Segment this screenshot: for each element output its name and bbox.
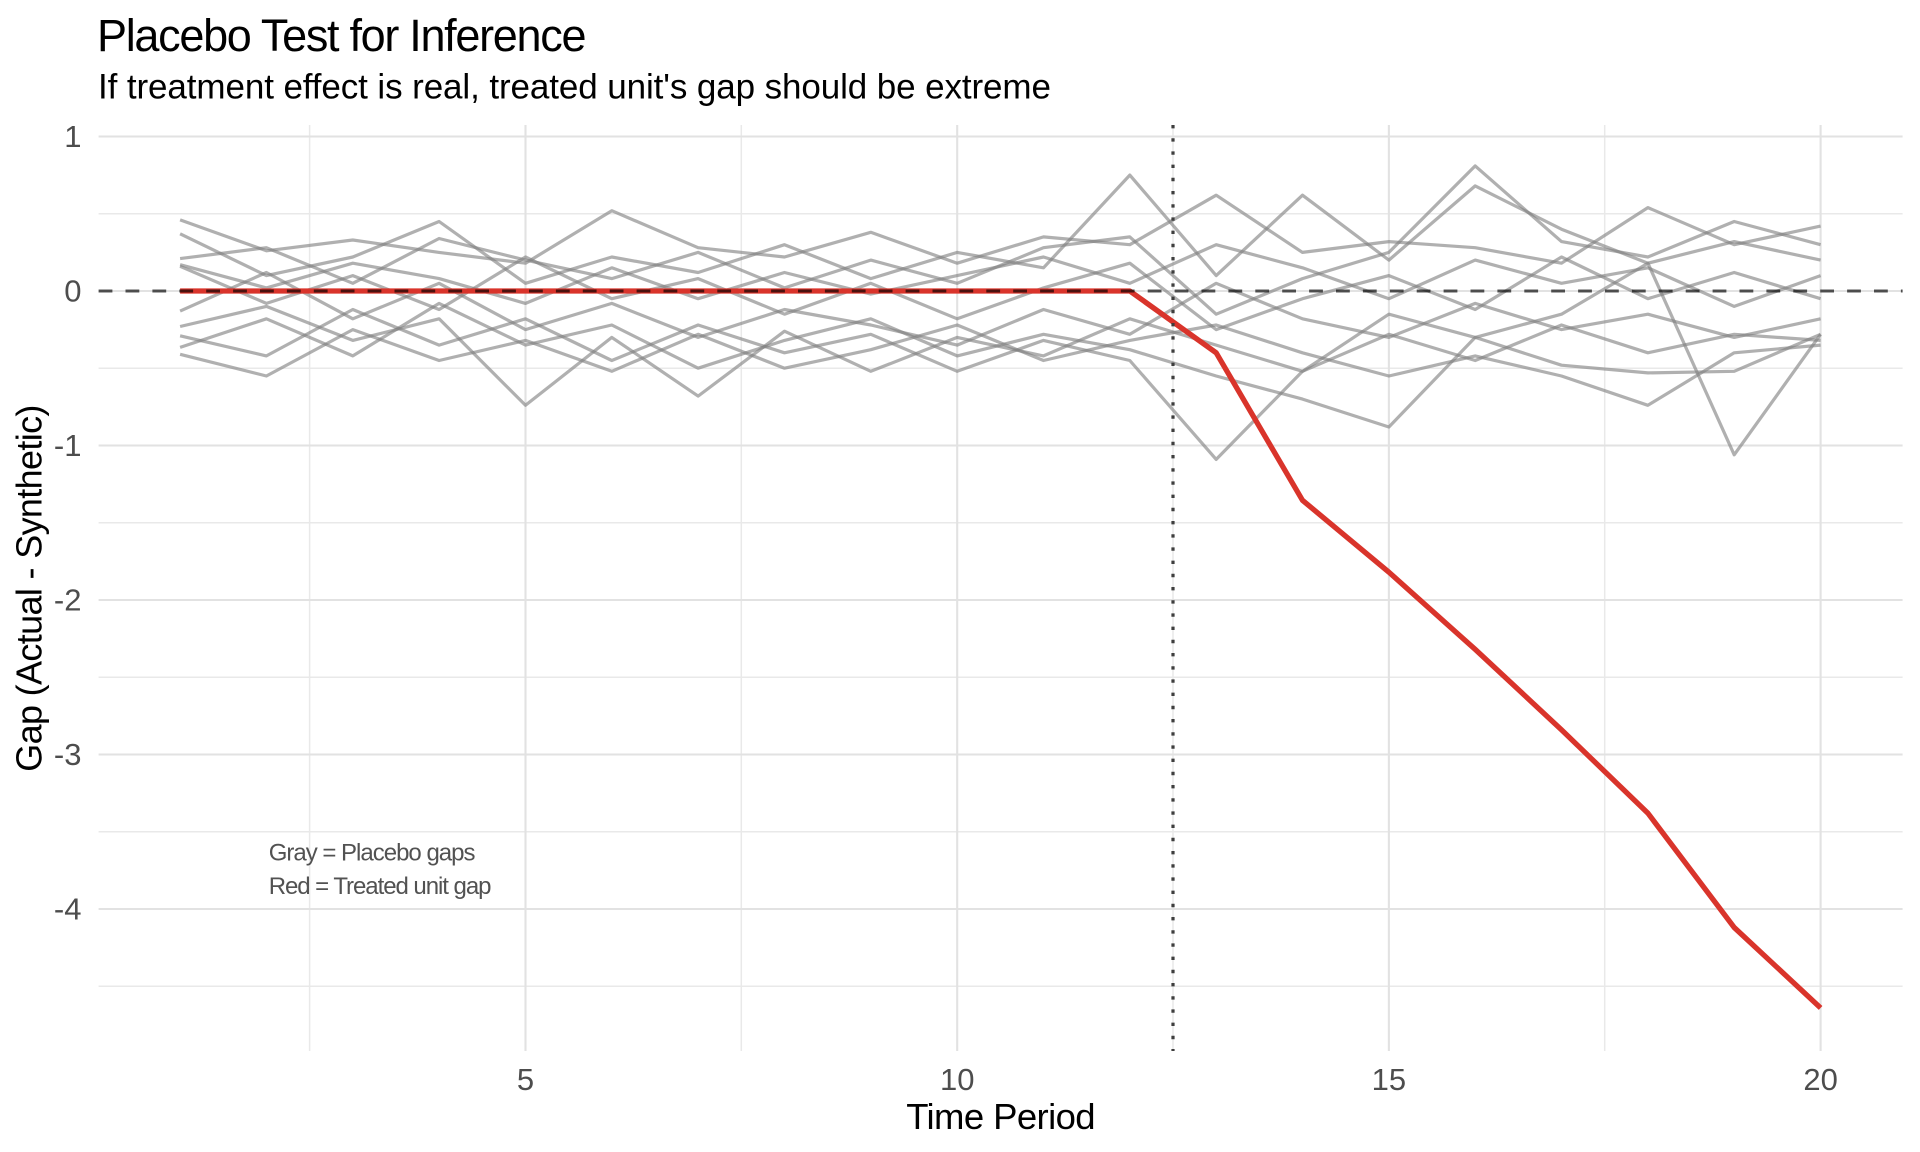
svg-text:-4: -4 <box>54 892 82 927</box>
svg-text:-2: -2 <box>54 583 82 618</box>
svg-text:If treatment effect is real, t: If treatment effect is real, treated uni… <box>98 68 1051 107</box>
svg-text:-3: -3 <box>54 737 82 772</box>
svg-text:5: 5 <box>517 1062 534 1097</box>
svg-text:-1: -1 <box>54 428 82 463</box>
svg-text:10: 10 <box>940 1062 974 1097</box>
svg-text:Time Period: Time Period <box>906 1096 1095 1137</box>
svg-text:0: 0 <box>64 274 81 309</box>
svg-text:1: 1 <box>64 119 81 154</box>
svg-text:Placebo Test for Inference: Placebo Test for Inference <box>97 10 585 61</box>
svg-text:Red = Treated unit gap: Red = Treated unit gap <box>269 873 491 900</box>
svg-text:15: 15 <box>1372 1062 1406 1097</box>
svg-text:Gap (Actual - Synthetic): Gap (Actual - Synthetic) <box>9 405 50 772</box>
svg-text:Gray = Placebo gaps: Gray = Placebo gaps <box>269 839 476 866</box>
svg-text:20: 20 <box>1803 1062 1837 1097</box>
